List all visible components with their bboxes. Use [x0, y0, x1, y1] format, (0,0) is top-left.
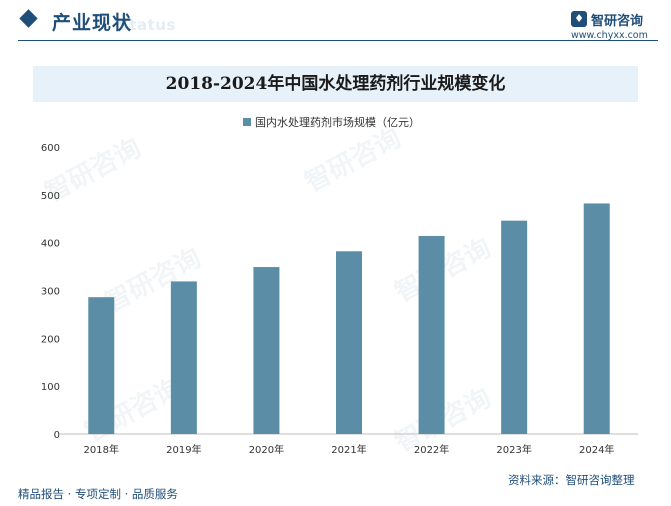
bar: [418, 235, 445, 434]
logo-name: 智研咨询: [591, 14, 644, 29]
y-tick-label: 600: [41, 143, 60, 154]
section-header: Status 产业现状 ♦ 智研咨询 www.chyxx.com: [0, 0, 671, 44]
logo-icon: ♦: [571, 11, 587, 27]
y-tick-label: 500: [41, 191, 60, 202]
logo-url: www.chyxx.com: [571, 30, 648, 41]
y-tick-label: 400: [41, 239, 60, 250]
x-tick-label: 2018年: [84, 443, 119, 456]
bar: [501, 220, 528, 434]
y-tick-label: 200: [41, 334, 60, 345]
x-tick-label: 2023年: [496, 443, 531, 456]
y-tick-label: 0: [54, 430, 60, 441]
section-title-en: Status: [118, 16, 176, 34]
x-tick-label: 2019年: [166, 443, 201, 456]
y-tick-label: 100: [41, 382, 60, 393]
header-divider: [18, 40, 658, 41]
bar: [170, 281, 197, 434]
bar: [88, 297, 115, 434]
bar: [336, 251, 362, 434]
legend-label: 国内水处理药剂市场规模（亿元）: [255, 116, 420, 129]
source-note: 资料来源：智研咨询整理: [508, 473, 635, 487]
legend-swatch: [243, 118, 251, 126]
section-title: 产业现状: [52, 12, 133, 34]
chart-title-band: 2018-2024年中国水处理药剂行业规模变化: [33, 66, 638, 102]
x-tick-label: 2021年: [331, 443, 366, 456]
x-tick-label: 2022年: [414, 443, 449, 456]
x-tick-label: 2024年: [579, 443, 614, 456]
footer-tagline: 精品报告 · 专项定制 · 品质服务: [18, 487, 178, 501]
x-tick-label: 2020年: [249, 443, 284, 456]
chart-title: 2018-2024年中国水处理药剂行业规模变化: [165, 74, 506, 94]
y-tick-label: 300: [41, 287, 60, 298]
brand-logo: ♦ 智研咨询 www.chyxx.com: [571, 9, 663, 41]
bar: [253, 267, 280, 434]
bar: [583, 203, 610, 434]
